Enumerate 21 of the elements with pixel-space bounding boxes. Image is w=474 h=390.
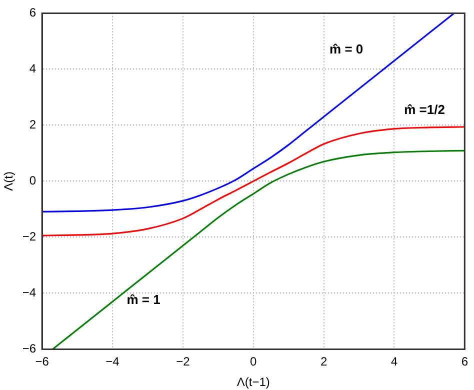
series-label: m̂ = 0 xyxy=(330,42,364,57)
line-series xyxy=(52,150,465,350)
y-tick-label: 6 xyxy=(29,6,36,20)
line-series xyxy=(42,13,455,213)
y-tick-label: −4 xyxy=(22,286,36,300)
line-series xyxy=(42,126,465,236)
y-tick-label: −6 xyxy=(22,342,36,356)
y-axis-title: Λ(t) xyxy=(2,172,16,191)
x-tick-label: 0 xyxy=(250,354,258,369)
x-tick-label: −2 xyxy=(176,354,190,369)
series-label: m̂ =1/2 xyxy=(404,102,445,118)
y-tick-label: −2 xyxy=(22,230,36,244)
y-tick-label: 4 xyxy=(29,62,36,76)
x-tick-label: −4 xyxy=(106,354,120,369)
x-tick-label: 6 xyxy=(461,354,468,369)
x-tick-label: 2 xyxy=(320,354,328,369)
x-tick-label: 4 xyxy=(390,354,398,369)
y-tick-label: 2 xyxy=(29,118,36,132)
y-tick-label: 0 xyxy=(29,174,36,188)
x-axis-title: Λ(t−1) xyxy=(236,375,270,390)
series-label: m̂ = 1 xyxy=(126,292,160,308)
